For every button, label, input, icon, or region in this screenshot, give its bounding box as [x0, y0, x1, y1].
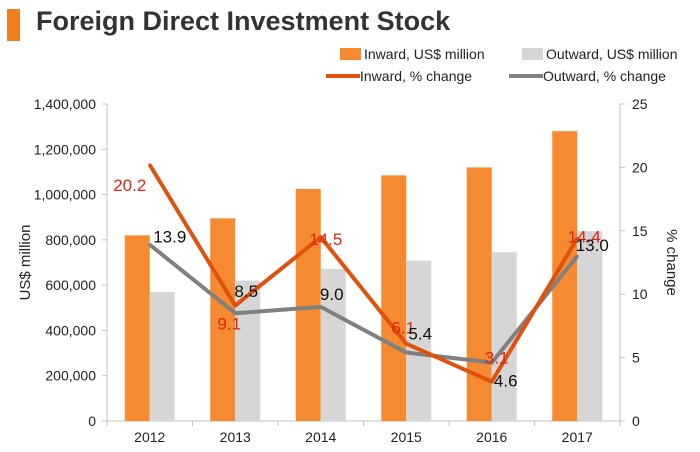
title-accent-bar — [7, 9, 20, 41]
data-label-outward-pct: 4.6 — [494, 372, 518, 391]
point-inward — [233, 304, 237, 308]
data-label-outward-pct: 5.4 — [408, 325, 432, 344]
point-outward — [148, 243, 152, 247]
axes: 0 200,000 400,000 600,000 800,000 1,000,000 1,… — [17, 96, 680, 445]
y-tick-label-right: 15 — [632, 223, 648, 239]
point-inward — [575, 236, 579, 240]
bars — [124, 131, 603, 421]
lines — [148, 163, 579, 384]
point-outward — [490, 361, 494, 365]
x-tick-label: 2014 — [305, 429, 336, 445]
data-label-inward-pct: 6.1 — [391, 319, 415, 338]
y-tick-label-left: 0 — [88, 413, 96, 429]
y-tick-label-left: 200,000 — [45, 368, 96, 384]
point-inward — [148, 163, 152, 167]
x-tick-label: 2015 — [391, 429, 422, 445]
line-outward-pct-change — [148, 243, 579, 365]
data-label-outward-pct: 13.0 — [576, 236, 609, 255]
bar-inward — [466, 167, 492, 421]
bar-inward — [381, 175, 407, 421]
y-tick-label-left: 600,000 — [45, 277, 96, 293]
data-label-outward-pct: 9.0 — [320, 285, 344, 304]
point-inward — [319, 235, 323, 239]
y-tick-label-left: 1,000,000 — [34, 187, 96, 203]
data-label-inward-pct: 14.5 — [309, 230, 342, 249]
legend-outward-pct-label: Outward, % change — [543, 68, 666, 84]
bar-outward — [320, 268, 346, 421]
data-label-outward-pct: 8.5 — [234, 282, 258, 301]
y-tick-label-left: 400,000 — [45, 322, 96, 338]
x-tick-label: 2012 — [134, 429, 165, 445]
bar-inward — [124, 235, 150, 421]
y-tick-label-right: 0 — [632, 413, 640, 429]
y-tick-label-left: 1,400,000 — [34, 96, 96, 112]
point-inward — [490, 380, 494, 384]
data-label-outward-pct: 13.9 — [153, 228, 186, 247]
x-tick-label: 2016 — [476, 429, 507, 445]
y-tick-label-left: 800,000 — [45, 232, 96, 248]
y-tick-label-right: 20 — [632, 159, 648, 175]
y-tick-label-right: 5 — [632, 350, 640, 366]
line-inward-pct-change — [148, 163, 579, 384]
bar-inward — [210, 218, 236, 421]
y-axis-title-right: % change — [663, 229, 680, 296]
x-tick-label: 2017 — [562, 429, 593, 445]
legend-inward-usd-swatch — [340, 48, 361, 60]
bar-outward — [149, 291, 175, 421]
point-outward — [404, 351, 408, 355]
x-tick-label: 2013 — [220, 429, 251, 445]
y-tick-label-right: 25 — [632, 96, 648, 112]
bar-outward — [577, 231, 603, 421]
point-inward — [404, 342, 408, 346]
bar-outward — [406, 260, 432, 421]
point-outward — [575, 254, 579, 258]
point-outward — [319, 305, 323, 309]
y-tick-label-right: 10 — [632, 286, 648, 302]
data-label-inward-pct: 3.1 — [485, 349, 509, 368]
legend-outward-usd-swatch — [522, 48, 543, 60]
chart-title: Foreign Direct Investment Stock — [36, 6, 451, 36]
bar-inward — [295, 188, 321, 421]
point-outward — [233, 311, 237, 315]
legend-inward-pct-label: Inward, % change — [360, 68, 472, 84]
data-label-inward-pct: 9.1 — [217, 315, 241, 334]
data-label-inward-pct: 14.4 — [568, 227, 601, 246]
legend-outward-usd-label: Outward, US$ million — [546, 46, 678, 62]
y-tick-label-left: 1,200,000 — [34, 141, 96, 157]
data-label-inward-pct: 20.2 — [113, 176, 146, 195]
legend: Inward, US$ million Outward, US$ million I… — [326, 46, 678, 84]
y-axis-title-left: US$ million — [17, 225, 34, 301]
data-labels: 20.2 9.1 14.5 6.1 3.1 14.4 13.9 8.5 9.0 5.4 4.6 13.… — [113, 176, 609, 391]
legend-inward-usd-label: Inward, US$ million — [364, 46, 485, 62]
